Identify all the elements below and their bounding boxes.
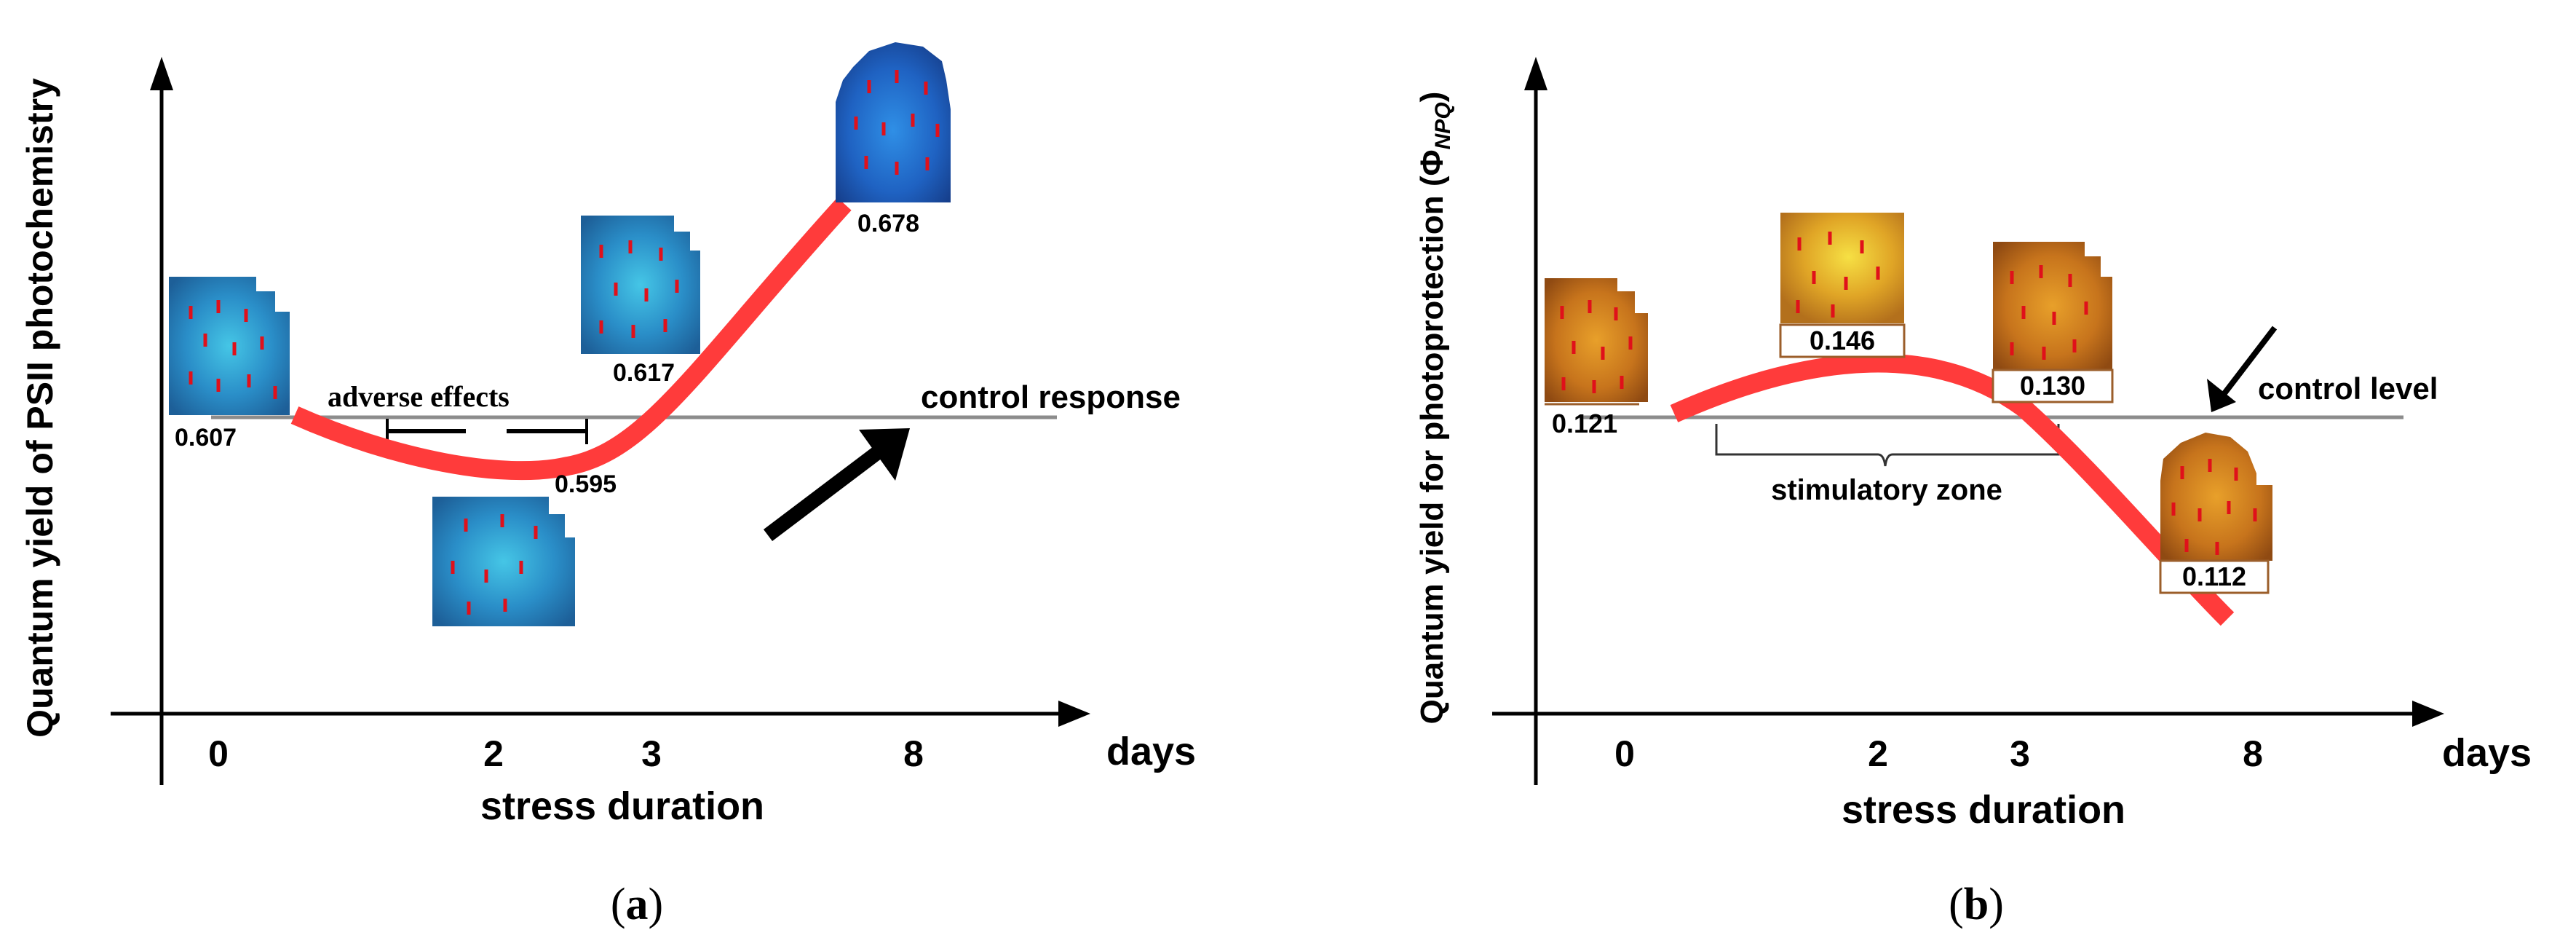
y-axis-arrowhead [150, 57, 173, 90]
leaf-value-day-3: 0.130 [2020, 371, 2085, 401]
panel-caption-b: (b) [1949, 880, 2004, 929]
leaf-value-day-8: 0.112 [2182, 561, 2246, 591]
panel-a: Quantum yield of PSII photochemistry 0 2… [20, 42, 1196, 929]
leaf-image-day-2 [1780, 213, 1904, 323]
adverse-effects-label: adverse effects [328, 380, 510, 413]
leaf-image-day-8 [836, 42, 951, 202]
leaf-value-day-2: 0.146 [1810, 326, 1875, 355]
y-axis [150, 57, 173, 785]
leaf-image-day-0 [169, 277, 290, 415]
panel-caption-a: (a) [611, 880, 663, 929]
x-axis-label: stress duration [1842, 788, 2125, 832]
leaf-value-box [1992, 368, 2114, 403]
x-tick-label: 2 [483, 733, 504, 774]
y-axis [1524, 57, 1547, 785]
x-tick-label: 3 [2010, 733, 2030, 774]
x-tick-label: 8 [2243, 733, 2263, 774]
y-axis-label: Quantum yield of PSII photochemistry [20, 78, 60, 738]
panel-b: Quantum yield for photoprotection (ΦNPQ)… [1414, 57, 2532, 929]
x-tick-label: 0 [208, 733, 229, 774]
leaf-value-day-0: 0.607 [175, 424, 237, 452]
pointer-arrow [763, 428, 910, 541]
x-axis-arrowhead [2412, 701, 2444, 727]
response-curve [290, 197, 852, 481]
y-axis-arrowhead [1524, 57, 1547, 90]
leaf-image-day-3 [1993, 242, 2112, 370]
adverse-effects-bracket [386, 419, 588, 444]
control-response-label: control response [921, 379, 1181, 415]
y-axis-label: Quantum yield for photoprotection (ΦNPQ) [1414, 92, 1455, 725]
x-axis-label: stress duration [480, 784, 764, 828]
leaf-value-day-8: 0.678 [857, 210, 919, 237]
leaf-image-day-3 [581, 216, 700, 354]
leaf-value-day-2: 0.595 [555, 470, 617, 498]
pointer-arrow [2207, 326, 2278, 412]
x-tick-label: 0 [1614, 733, 1635, 774]
x-axis [111, 701, 1090, 727]
leaf-image-day-0 [1545, 278, 1648, 402]
leaf-image-day-2 [432, 497, 575, 626]
stimulatory-zone-label: stimulatory zone [1771, 474, 2002, 506]
x-tick-label: 2 [1868, 733, 1888, 774]
leaf-value-day-3: 0.617 [613, 359, 675, 387]
x-tick-label: 3 [641, 733, 662, 774]
leaf-value-day-0: 0.121 [1552, 409, 1617, 438]
leaf-value-box [1779, 323, 1906, 358]
leaf-image-day-8 [2160, 433, 2272, 561]
stimulatory-zone-bracket [1715, 424, 2060, 467]
x-axis-unit: days [2442, 731, 2532, 775]
x-axis-arrowhead [1058, 701, 1090, 727]
x-axis [1492, 701, 2444, 727]
x-axis-unit: days [1106, 730, 1196, 773]
control-level-label: control level [2258, 371, 2438, 406]
x-tick-label: 8 [903, 733, 924, 774]
leaf-value-box [2159, 559, 2270, 594]
